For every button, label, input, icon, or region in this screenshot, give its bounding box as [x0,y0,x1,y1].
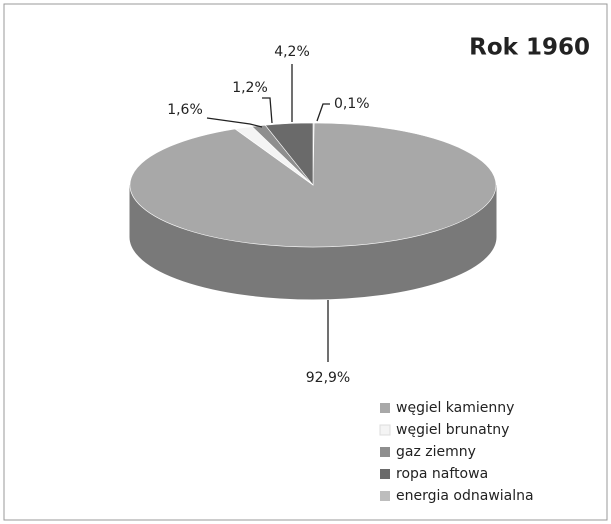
pie-slice [264,122,314,186]
leader-line [316,103,330,122]
chart-title: Rok 1960 [469,35,590,61]
legend: węgiel kamienny węgiel brunatny gaz ziemny… [379,400,534,504]
data-label: 1,6% [167,102,203,118]
leader-line [262,97,273,124]
data-label: 0,1% [334,96,370,112]
legend-swatch [379,424,391,436]
legend-swatch [380,403,390,413]
legend-label: węgiel kamienny [396,400,514,416]
leader-line [206,117,263,128]
data-label: 4,2% [274,44,310,60]
legend-label: gaz ziemny [396,444,476,460]
pie [129,122,497,300]
legend-swatch [380,447,390,457]
data-label: 92,9% [306,370,350,386]
legend-label: węgiel brunatny [396,422,509,438]
data-label: 1,2% [232,80,268,96]
legend-swatch [380,491,390,501]
labels: 92,9% 1,6% 1,2% 4,2% 0,1% [167,44,369,386]
legend-label: energia odnawialna [396,488,534,504]
legend-swatch [380,469,390,479]
legend-label: ropa naftowa [396,466,488,482]
